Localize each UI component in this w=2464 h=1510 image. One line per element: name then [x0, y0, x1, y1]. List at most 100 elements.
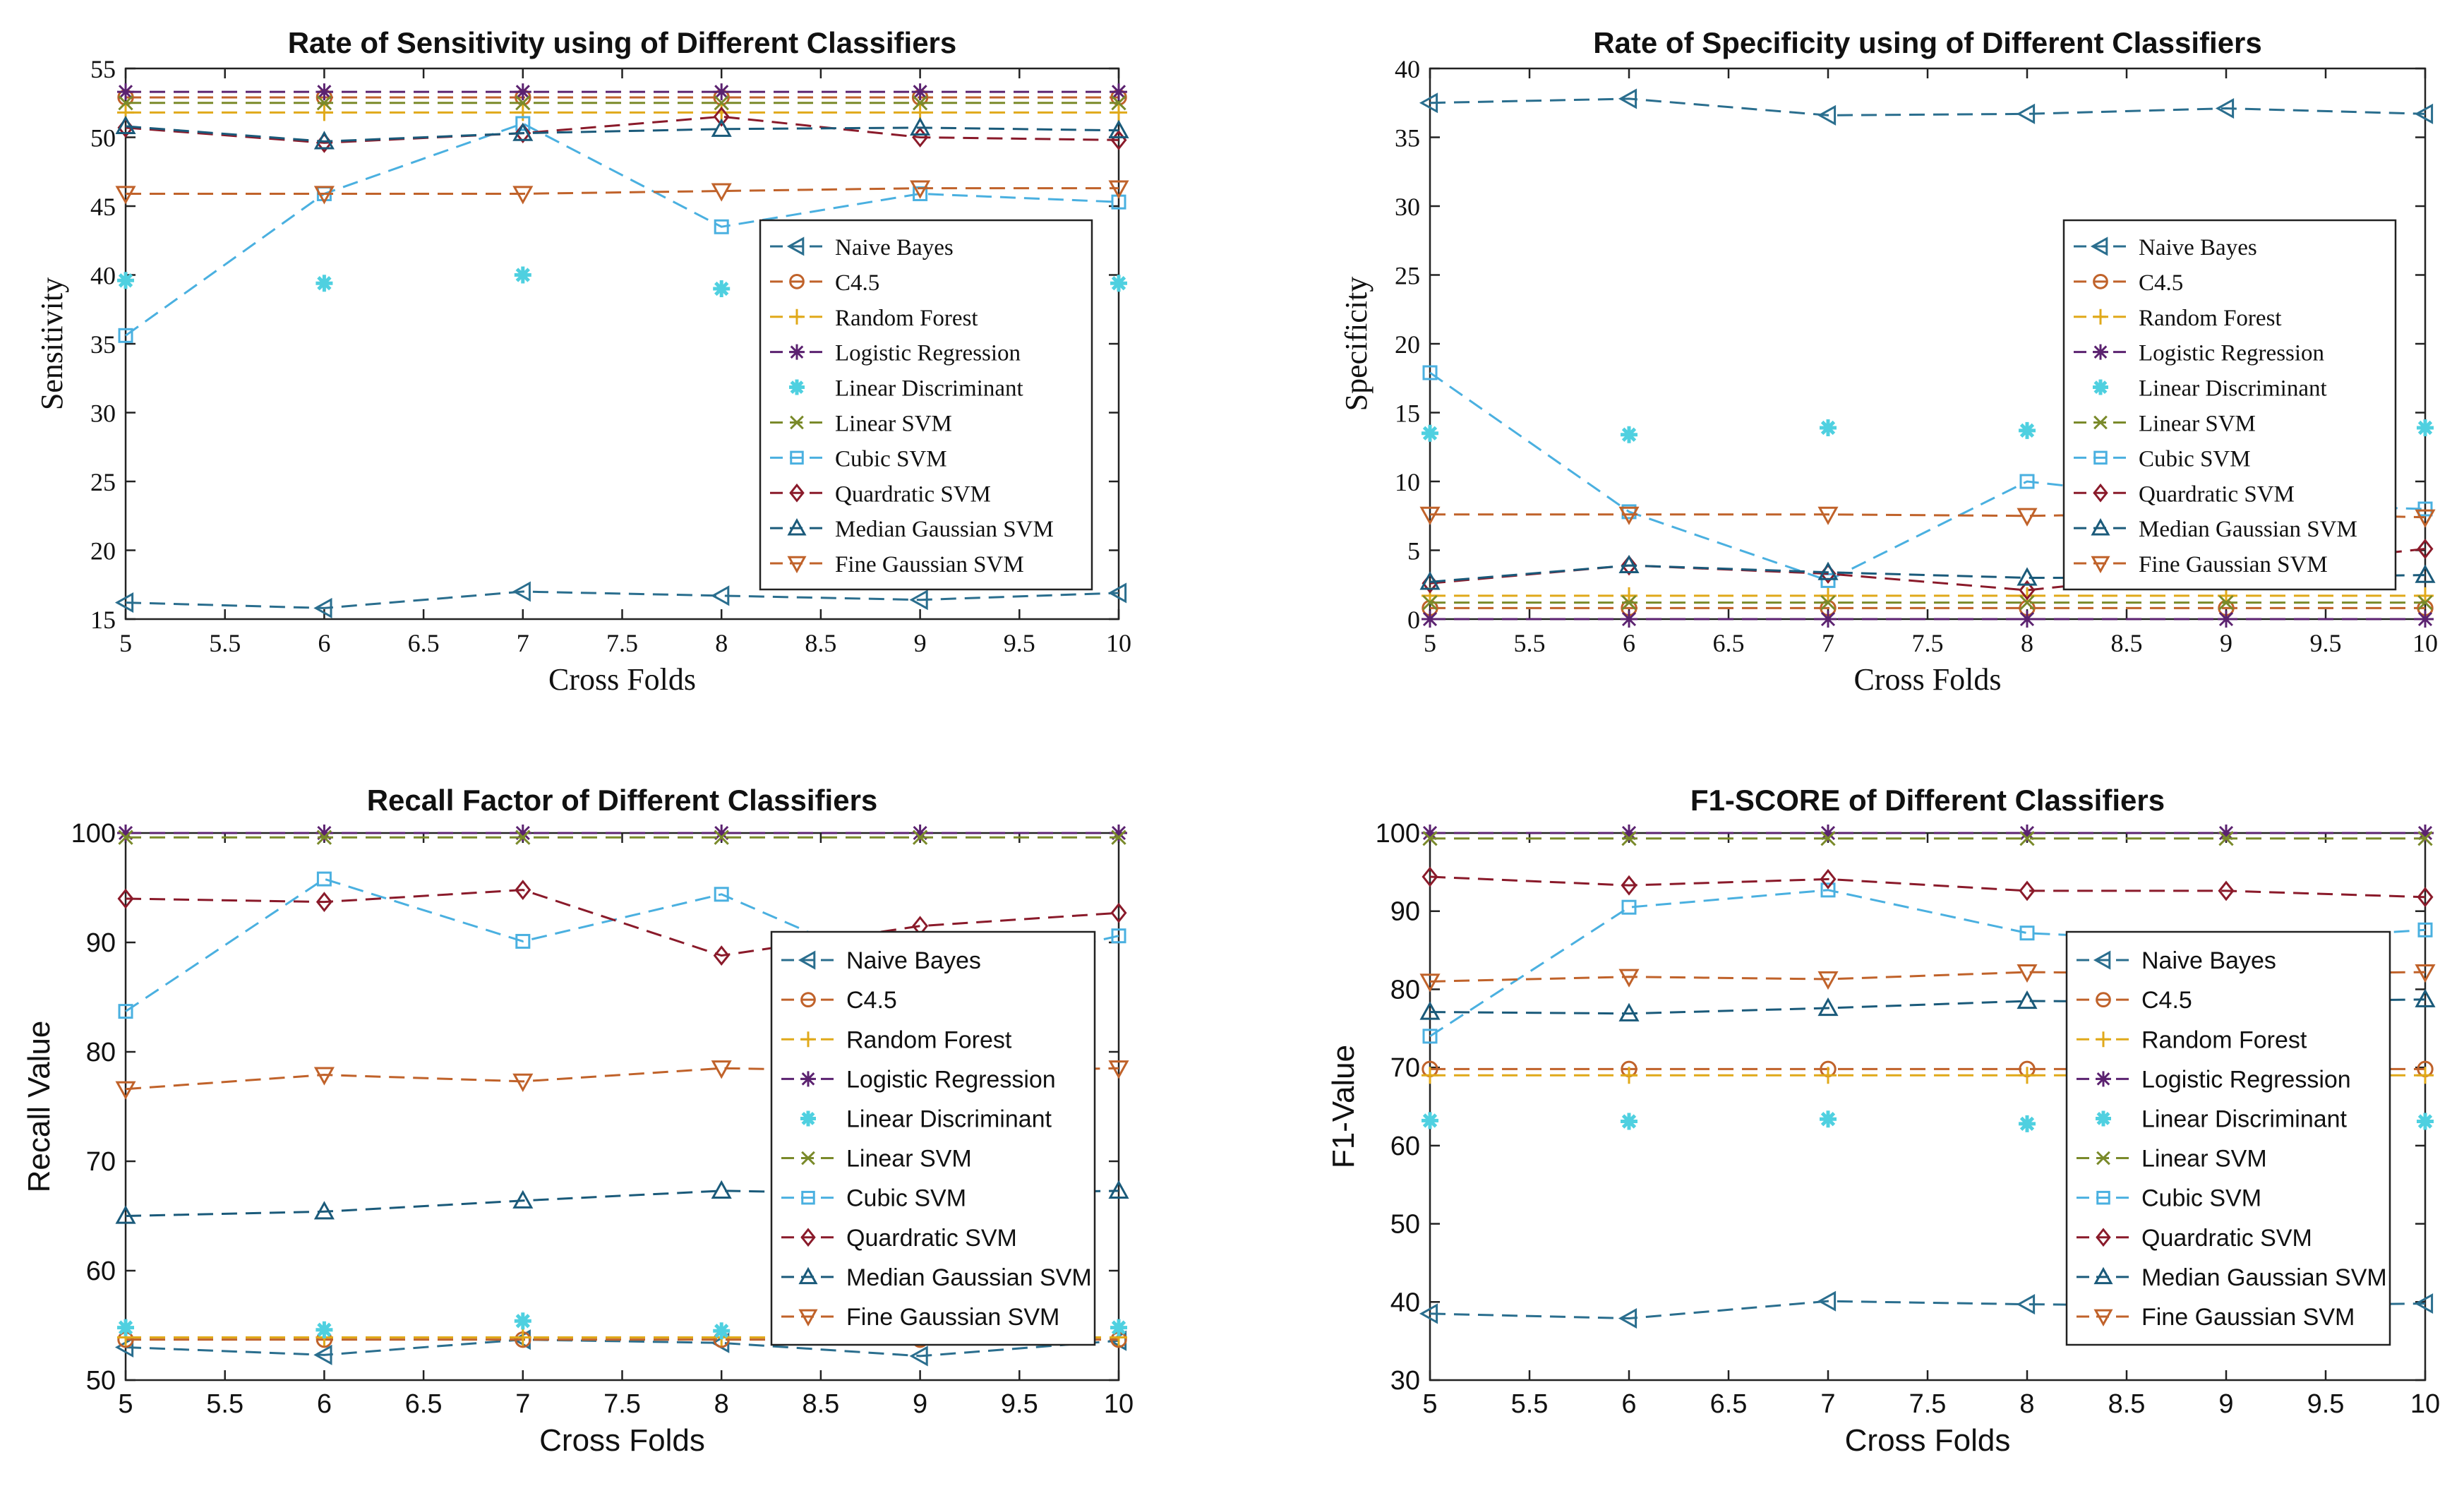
chart-panel-1: Rate of Sensitivity using of Different C… [35, 26, 1131, 697]
legend-label: Fine Gaussian SVM [2141, 1304, 2355, 1331]
series-linear-svm [118, 95, 1126, 111]
data-point-cubic-svm [2019, 474, 2035, 489]
legend-label: Linear SVM [2141, 1146, 2267, 1173]
legend-item-naive-bayes: Naive Bayes [770, 235, 954, 260]
y-tick-label: 30 [1395, 193, 1420, 221]
series-line-quardratic-svm [1429, 875, 2426, 899]
x-tick-label: 5.5 [1511, 1389, 1549, 1419]
x-tick-label: 6.5 [408, 629, 440, 657]
data-point-naive-bayes [313, 597, 332, 618]
series-cubic-svm [118, 116, 1126, 343]
data-point-fine-gaussian-svm [313, 1067, 335, 1086]
series-logistic-regression [117, 83, 1127, 101]
legend-marker [2096, 1190, 2110, 1205]
legend-item-random-forest: Random Forest [2074, 306, 2282, 331]
x-tick-label: 9 [914, 629, 927, 657]
x-axis-label: Cross Folds [548, 662, 696, 697]
legend-label: Quardratic SVM [846, 1225, 1017, 1252]
series-line-quardratic-svm [125, 889, 1119, 957]
data-point-linear-svm [316, 95, 332, 111]
x-tick-label: 8 [2021, 629, 2033, 657]
x-tick-label: 5 [1424, 629, 1436, 657]
series-line-fine-gaussian-svm [126, 187, 1119, 195]
data-point-quardratic-svm [2218, 880, 2235, 901]
legend-label: Naive Bayes [835, 235, 954, 260]
legend-item-logistic-regression: Logistic Regression [2074, 341, 2324, 366]
legend-marker [2096, 992, 2111, 1008]
data-point-logistic-regression [2417, 611, 2434, 628]
y-tick-label: 40 [1390, 1288, 1420, 1317]
legend-label: Median Gaussian SVM [846, 1264, 1092, 1291]
data-point-naive-bayes [909, 1346, 928, 1367]
data-point-median-gaussian-svm [2415, 988, 2436, 1007]
x-tick-label: 7 [517, 629, 529, 657]
series-linear-discriminant [117, 1312, 1127, 1340]
x-tick-label: 5.5 [206, 1389, 244, 1419]
chart-title: Rate of Sensitivity using of Different C… [288, 26, 957, 59]
data-point-random-forest [1621, 1067, 1637, 1084]
series-group [114, 83, 1129, 618]
y-axis-label: Specificity [1339, 277, 1374, 412]
x-tick-label: 8 [714, 1389, 729, 1419]
x-tick-label: 9 [2220, 629, 2232, 657]
chart-title: Rate of Specificity using of Different C… [1593, 26, 2262, 59]
series-linear-discriminant [1422, 1110, 2434, 1132]
data-point-linear-svm [2218, 594, 2234, 611]
data-point-median-gaussian-svm [313, 131, 335, 150]
series-naive-bayes [1419, 88, 2434, 126]
legend-item-linear-svm: Linear SVM [770, 411, 952, 436]
legend-label: Random Forest [2139, 306, 2282, 331]
y-tick-label: 50 [1390, 1210, 1420, 1240]
x-tick-label: 7 [1820, 1389, 1835, 1419]
legend-marker [789, 483, 805, 503]
data-point-cubic-svm [316, 871, 332, 887]
x-tick-label: 9.5 [1001, 1389, 1038, 1419]
data-point-logistic-regression [713, 83, 731, 101]
data-point-fine-gaussian-svm [313, 186, 335, 205]
data-point-fine-gaussian-svm [1817, 971, 1839, 990]
data-point-linear-svm [118, 95, 133, 111]
x-tick-label: 10 [1104, 1389, 1134, 1419]
legend-marker [2096, 1031, 2111, 1048]
data-point-logistic-regression [315, 825, 333, 841]
legend-label: Median Gaussian SVM [2141, 1264, 2387, 1291]
data-point-logistic-regression [1621, 825, 1637, 841]
legend-marker [2090, 236, 2108, 256]
data-point-naive-bayes [1618, 1307, 1637, 1329]
x-tick-label: 6.5 [405, 1389, 443, 1419]
data-point-logistic-regression [1820, 611, 1837, 628]
data-point-median-gaussian-svm [1108, 119, 1129, 138]
data-point-linear-discriminant [2019, 1115, 2036, 1132]
legend-item-fine-gaussian-svm: Fine Gaussian SVM [770, 552, 1024, 577]
data-point-median-gaussian-svm [711, 1180, 732, 1199]
data-point-cubic-svm [1422, 1029, 1438, 1044]
data-point-naive-bayes [1817, 104, 1837, 126]
x-axis-label: Cross Folds [1853, 662, 2001, 697]
legend-label: Logistic Regression [835, 341, 1021, 366]
legend-label: C4.5 [2141, 987, 2192, 1014]
data-point-logistic-regression [514, 825, 531, 841]
legend-item-linear-discriminant: Linear Discriminant [789, 376, 1023, 402]
data-point-fine-gaussian-svm [115, 1081, 136, 1100]
data-point-quardratic-svm [117, 888, 134, 909]
data-point-median-gaussian-svm [910, 116, 931, 136]
data-point-naive-bayes [1618, 88, 1637, 109]
legend-item-c4-5: C4.5 [770, 270, 879, 296]
data-point-logistic-regression [2019, 825, 2036, 841]
data-point-naive-bayes [114, 592, 134, 613]
legend-item-quardratic-svm: Quardratic SVM [781, 1225, 1017, 1252]
data-point-linear-svm [118, 829, 133, 845]
data-point-random-forest [1422, 1067, 1438, 1084]
y-tick-label: 80 [86, 1038, 116, 1067]
data-point-quardratic-svm [1110, 902, 1127, 923]
x-tick-label: 9.5 [1004, 629, 1035, 657]
data-point-linear-discriminant [117, 1319, 134, 1336]
legend-marker [800, 1071, 816, 1087]
x-tick-label: 9.5 [2307, 1389, 2345, 1419]
legend-marker [800, 1031, 816, 1048]
x-tick-label: 7.5 [606, 629, 638, 657]
data-point-naive-bayes [2215, 98, 2235, 119]
data-point-linear-discriminant [1110, 275, 1127, 292]
legend-marker [789, 308, 805, 325]
